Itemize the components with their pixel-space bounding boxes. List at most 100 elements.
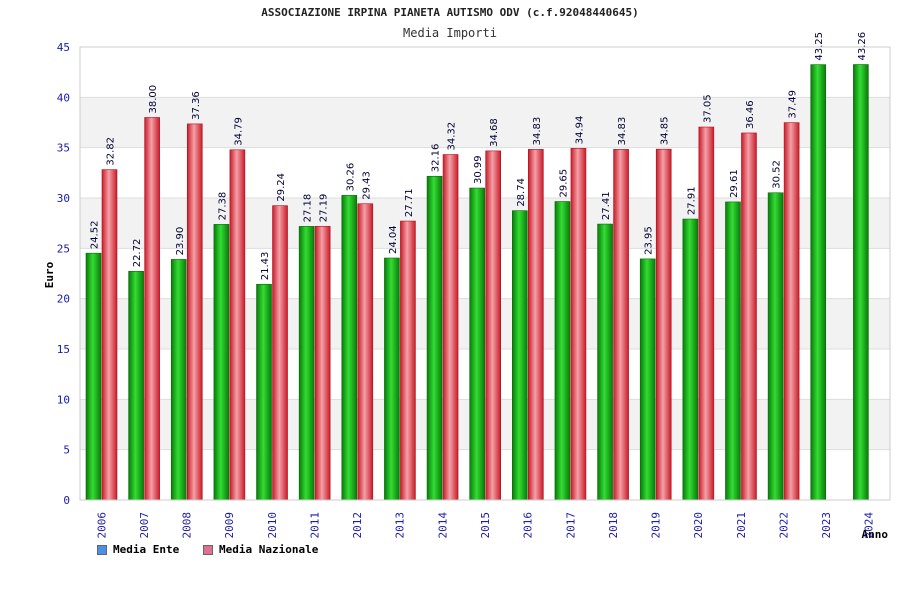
data-label-media-ente: 30.52 [772, 160, 783, 189]
data-label-media-ente: 43.26 [857, 32, 868, 61]
chart-title: ASSOCIAZIONE IRPINA PIANETA AUTISMO ODV … [261, 6, 639, 19]
x-tick-label: 2023 [820, 512, 833, 539]
data-label-media-ente: 24.04 [388, 225, 399, 254]
x-tick-label: 2010 [266, 512, 279, 539]
legend-swatch-media-nazionale [203, 544, 213, 555]
legend-swatch-media-ente [97, 544, 107, 555]
x-tick-label: 2024 [863, 512, 876, 539]
bar-media-ente [469, 187, 485, 501]
y-tick-label: 5 [63, 444, 70, 457]
bar-media-nazionale [485, 150, 501, 501]
data-label-media-ente: 22.72 [132, 239, 143, 268]
bar-media-ente [85, 252, 102, 501]
x-tick-label: 2020 [692, 512, 705, 539]
data-label-media-nazionale: 38.00 [148, 85, 159, 114]
x-axis-label: Anno [862, 528, 889, 541]
bar-media-ente [853, 64, 869, 501]
data-label-media-nazionale: 36.46 [745, 100, 756, 129]
x-tick-label: 2017 [564, 512, 577, 539]
data-label-media-nazionale: 27.19 [319, 194, 330, 223]
bar-media-nazionale [655, 148, 672, 501]
x-tick-label: 2013 [394, 512, 407, 539]
bar-media-nazionale [442, 154, 459, 501]
legend-label-media-nazionale: Media Nazionale [219, 543, 319, 556]
bar-media-nazionale [783, 122, 800, 501]
bar-media-ente [682, 218, 699, 501]
bar-media-ente [213, 224, 230, 501]
bar-media-ente [128, 270, 144, 501]
data-label-media-ente: 23.90 [175, 227, 186, 256]
bar-media-nazionale [186, 123, 203, 501]
data-label-media-ente: 29.61 [729, 169, 740, 198]
data-label-media-nazionale: 29.24 [276, 173, 287, 202]
bar-media-ente [426, 175, 443, 501]
y-tick-label: 30 [57, 192, 70, 205]
y-tick-label: 40 [57, 91, 70, 104]
data-label-media-nazionale: 34.83 [617, 117, 628, 146]
bar-media-nazionale [613, 149, 629, 501]
plot-area-border [79, 46, 891, 501]
bar-media-nazionale [570, 147, 587, 501]
bar-media-nazionale [400, 220, 416, 501]
bar-media-ente [597, 223, 613, 501]
data-label-media-ente: 27.38 [217, 192, 228, 221]
y-axis-label: Euro [43, 261, 56, 288]
data-label-media-nazionale: 32.82 [106, 137, 117, 166]
bar-media-nazionale [314, 225, 331, 501]
data-label-media-ente: 27.91 [686, 186, 697, 215]
data-label-media-nazionale: 27.71 [404, 188, 415, 217]
x-tick-label: 2006 [95, 512, 108, 539]
data-label-media-nazionale: 34.85 [660, 117, 671, 146]
bar-media-nazionale [272, 205, 288, 501]
data-label-media-ente: 43.25 [814, 32, 825, 61]
bar-media-nazionale [357, 203, 374, 501]
bar-media-nazionale [101, 169, 118, 501]
bar-media-nazionale [528, 149, 544, 501]
bar-media-ente [384, 257, 400, 501]
bar-media-ente [810, 64, 827, 501]
data-label-media-nazionale: 37.49 [788, 90, 799, 119]
bar-media-ente [512, 210, 528, 501]
bar-media-nazionale [741, 132, 757, 501]
legend-item-media-ente: Media Ente [97, 543, 179, 556]
y-tick-label: 0 [63, 494, 70, 507]
data-label-media-ente: 24.52 [90, 221, 101, 250]
data-label-media-ente: 27.41 [601, 191, 612, 220]
bar-media-ente [767, 192, 784, 501]
bar-media-ente [256, 283, 272, 501]
x-tick-label: 2016 [522, 512, 535, 539]
data-label-media-ente: 23.95 [644, 226, 655, 255]
x-tick-label: 2018 [607, 512, 620, 539]
bar-media-ente [298, 226, 315, 501]
data-label-media-nazionale: 34.79 [233, 117, 244, 146]
data-label-media-ente: 32.16 [431, 144, 442, 173]
x-tick-label: 2007 [138, 512, 151, 539]
data-label-media-nazionale: 29.43 [361, 171, 372, 200]
data-label-media-ente: 28.74 [516, 178, 527, 207]
x-tick-label: 2022 [777, 512, 790, 539]
bar-media-ente [341, 195, 358, 501]
x-tick-label: 2008 [181, 512, 194, 539]
data-label-media-nazionale: 34.94 [574, 116, 585, 145]
bar-media-nazionale [144, 117, 160, 501]
x-tick-label: 2014 [436, 512, 449, 539]
y-tick-label: 35 [57, 142, 70, 155]
x-tick-label: 2012 [351, 512, 364, 539]
legend-item-media-nazionale: Media Nazionale [203, 543, 318, 556]
data-label-media-ente: 21.43 [260, 252, 271, 281]
x-tick-label: 2009 [223, 512, 236, 539]
bar-media-ente [639, 258, 656, 501]
data-label-media-nazionale: 37.05 [702, 94, 713, 123]
data-label-media-ente: 30.26 [345, 163, 356, 192]
x-tick-label: 2019 [650, 512, 663, 539]
data-label-media-ente: 30.99 [473, 155, 484, 184]
data-label-media-nazionale: 34.83 [532, 117, 543, 146]
bar-media-ente [554, 201, 571, 501]
data-label-media-ente: 27.18 [303, 194, 314, 223]
bar-media-nazionale [229, 149, 246, 501]
x-tick-label: 2021 [735, 512, 748, 539]
y-tick-label: 20 [57, 293, 70, 306]
data-label-media-nazionale: 34.68 [489, 118, 500, 147]
data-label-media-nazionale: 34.32 [447, 122, 458, 151]
